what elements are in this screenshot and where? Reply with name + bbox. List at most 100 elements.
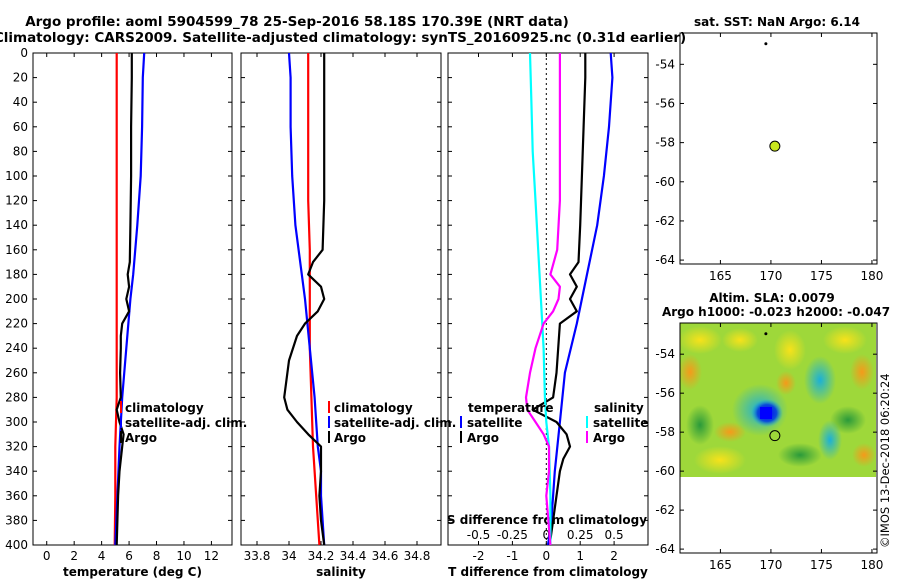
y-tick-label: 180	[5, 267, 28, 281]
y-tick-label: 360	[5, 489, 28, 503]
series-line-t-satellite	[546, 52, 614, 546]
y-tick-label: 380	[5, 513, 28, 527]
lat-tick-label: -58	[655, 425, 675, 439]
y-tick-label: 140	[5, 218, 28, 232]
sla-heatmap	[680, 323, 876, 477]
y-tick-label: 200	[5, 292, 28, 306]
x-axis-label: temperature (deg C)	[63, 565, 202, 579]
x-tick-label: 4	[98, 549, 106, 563]
legend-t-argo: Argo	[467, 431, 499, 445]
salinity-legend: climatology satellite-adj. clim. Argo	[328, 401, 456, 445]
legend-satellite-adj: satellite-adj. clim.	[125, 416, 247, 430]
series-line-t-argo	[531, 53, 587, 546]
legend-s-argo: Argo	[593, 431, 625, 445]
lon-tick-label: 165	[709, 269, 732, 283]
s-axis-label: S difference from climatology	[447, 513, 647, 527]
legend-s-satellite: satellite	[593, 416, 648, 430]
s-tick-label: 0.25	[567, 528, 594, 542]
legend-salinity: salinity	[594, 401, 644, 415]
figure-title-line1: Argo profile: aoml 5904599_78 25-Sep-201…	[25, 14, 569, 30]
x-tick-label: 33.8	[244, 549, 271, 563]
argo-position-marker	[769, 140, 781, 152]
salinity-panel: 33.8 34 34.2 34.4 34.6 34.8 salinity	[240, 52, 442, 579]
legend-climatology: climatology	[125, 401, 204, 415]
lon-tick-label: 180	[860, 558, 883, 572]
legend-temperature: temperature	[468, 401, 553, 415]
y-tick-label: 60	[13, 120, 28, 134]
temperature-legend: climatology satellite-adj. clim. Argo	[120, 401, 247, 445]
argo-position-marker	[769, 430, 781, 442]
series-line-satellite-adj-clim-	[287, 52, 326, 546]
s-tick-label: -0.5	[467, 528, 490, 542]
y-tick-label: 240	[5, 341, 28, 355]
x-tick-label: 34.6	[372, 549, 399, 563]
lat-tick-label: -58	[655, 136, 675, 150]
legend-climatology: climatology	[334, 401, 413, 415]
lon-tick-label: 175	[810, 269, 833, 283]
s-tick-label: -0.25	[497, 528, 528, 542]
series-line-satellite-adj-clim-	[114, 52, 146, 546]
x-tick-label: 34.4	[340, 549, 367, 563]
lon-tick-label: 170	[759, 558, 782, 572]
x-tick-label: 12	[204, 549, 219, 563]
lat-tick-label: -62	[655, 214, 675, 228]
legend-satellite-adj: satellite-adj. clim.	[334, 416, 456, 430]
x-tick-label: 2	[70, 549, 78, 563]
prev-profile-marker	[764, 332, 768, 336]
x-tick-label: 0	[43, 549, 51, 563]
temperature-panel: 0204060801001201401601802002202402602803…	[5, 46, 233, 579]
imos-watermark: ©IMOS 13-Dec-2018 06:20:24	[878, 373, 892, 548]
y-tick-label: 220	[5, 317, 28, 331]
y-tick-label: 400	[5, 538, 28, 552]
y-tick-label: 260	[5, 366, 28, 380]
lat-tick-label: -54	[655, 347, 675, 361]
lon-tick-label: 180	[860, 269, 883, 283]
s-tick-label: 0	[542, 528, 550, 542]
plot-frame	[32, 52, 233, 546]
y-tick-label: 340	[5, 464, 28, 478]
y-tick-label: 320	[5, 440, 28, 454]
series-line-argo	[283, 53, 326, 546]
lat-tick-label: -60	[655, 464, 675, 478]
x-tick-label: 34.2	[308, 549, 335, 563]
x-tick-label: -2	[473, 549, 485, 563]
legend-argo: Argo	[125, 431, 157, 445]
difference-panel: -2 -1 0 1 2 T difference from climatology S di…	[447, 52, 649, 579]
lat-tick-label: -54	[655, 57, 675, 71]
plot-frame	[240, 52, 442, 546]
lon-tick-label: 175	[810, 558, 833, 572]
x-axis-label: salinity	[316, 565, 366, 579]
x-axis-label: T difference from climatology	[448, 565, 648, 579]
legend-argo: Argo	[334, 431, 366, 445]
x-tick-label: 6	[125, 549, 133, 563]
lon-tick-label: 165	[709, 558, 732, 572]
y-tick-label: 80	[13, 144, 28, 158]
x-tick-label: 10	[176, 549, 191, 563]
x-tick-label: -1	[506, 549, 518, 563]
y-tick-label: 120	[5, 194, 28, 208]
lat-tick-label: -56	[655, 96, 675, 110]
figure-title-line2: Climatology: CARS2009. Satellite-adjuste…	[0, 30, 686, 46]
x-tick-label: 1	[576, 549, 584, 563]
map-frame	[679, 322, 878, 554]
lat-tick-label: -62	[655, 503, 675, 517]
y-tick-label: 100	[5, 169, 28, 183]
x-tick-label: 2	[610, 549, 618, 563]
y-tick-label: 280	[5, 390, 28, 404]
x-tick-label: 0	[542, 549, 550, 563]
difference-legend: temperature satellite Argo salinity sate…	[460, 401, 648, 445]
sla-map-subtitle: Argo h1000: -0.023 h2000: -0.047	[662, 305, 890, 319]
y-tick-label: 20	[13, 71, 28, 85]
y-tick-label: 300	[5, 415, 28, 429]
s-tick-label: 0.5	[605, 528, 624, 542]
lat-tick-label: -64	[655, 542, 675, 556]
series-line-climatology	[113, 53, 118, 546]
sla-map-panel: -54 -56 -58 -60 -62 -64 165 170 175 180	[655, 322, 883, 572]
series-line-argo	[115, 53, 133, 546]
legend-t-satellite: satellite	[467, 416, 522, 430]
x-tick-label: 34	[281, 549, 296, 563]
series-line-climatology	[307, 53, 321, 546]
series-line-s-argo	[524, 53, 562, 546]
lat-tick-label: -56	[655, 386, 675, 400]
